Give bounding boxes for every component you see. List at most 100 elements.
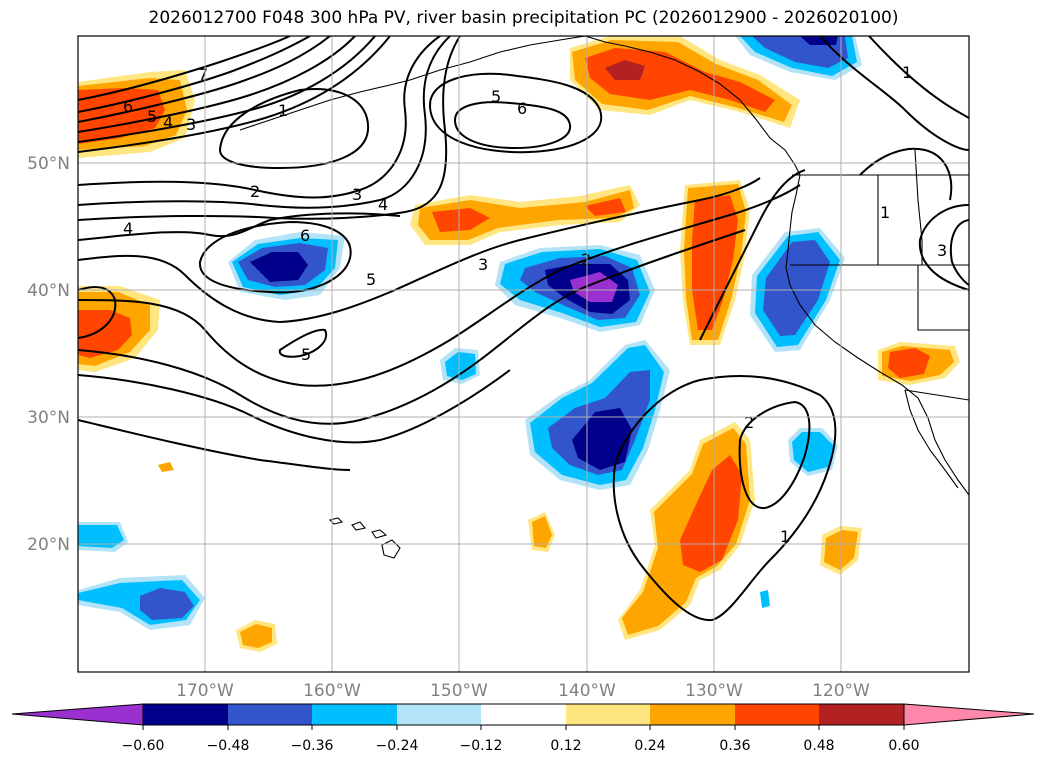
lat-label-30: 30°N	[27, 408, 70, 428]
shade-sc-redorange	[888, 348, 930, 378]
pv-contour-loop	[612, 375, 837, 622]
lat-label-50: 50°N	[27, 154, 70, 174]
contour-label-1b: 1	[902, 63, 912, 82]
shade-band-redorange2	[585, 198, 626, 216]
pv-contour-e5	[859, 147, 953, 201]
contour-label-3c: 3	[478, 255, 488, 274]
pv-contour-w1	[78, 286, 117, 339]
pv-contour-m4	[78, 212, 401, 241]
contour-label-6a: 6	[123, 97, 133, 116]
colorbar-extend-high	[903, 703, 1035, 726]
contour-label-6b: 6	[517, 99, 527, 118]
colorbar-seg-6	[566, 704, 650, 725]
colorbar-tick-label-6: 0.24	[634, 738, 665, 754]
shade-ga-darkred	[605, 60, 645, 80]
coast-baja	[904, 389, 959, 489]
longitude-labels: 170°W 160°W 150°W 140°W 130°W 120°W	[176, 681, 870, 701]
border-mexico	[904, 389, 969, 401]
pv-contour-e4	[950, 219, 969, 286]
colorbar-outline	[142, 703, 905, 726]
shade-band-redorange1	[432, 208, 490, 232]
contour-label-2b: 2	[581, 250, 591, 269]
contour-label-1a: 1	[278, 101, 288, 120]
pv-contour-e3	[918, 204, 969, 291]
map-frame	[77, 35, 970, 673]
colorbar-ticks	[142, 725, 905, 730]
contour-label-layer: 7 6 5 4 3 1 5 6 2 3 4 6 4 5 5 3 2 1 1 3 …	[123, 63, 947, 546]
pv-contour-nw-5	[78, 36, 376, 143]
shade-s-redorange	[680, 455, 742, 572]
contour-label-5a: 5	[147, 107, 157, 126]
contour-label-4b: 4	[378, 195, 388, 214]
lon-label-130w: 130°W	[685, 681, 743, 701]
pv-contour-nw-3	[78, 36, 331, 123]
coast-hawaii-1	[328, 517, 344, 525]
contour-label-2a: 2	[250, 182, 260, 201]
shade-c4-sky	[445, 352, 476, 380]
pv-contour-loop2	[738, 400, 811, 510]
colorbar-seg-5	[481, 704, 566, 725]
shade-sp4-orange	[158, 462, 174, 472]
pv-contour-e1	[819, 36, 969, 151]
shade-c7-blue	[140, 588, 194, 620]
coast-bc	[785, 174, 969, 496]
pv-contour-high-2	[453, 101, 572, 150]
colorbar-seg-8	[735, 704, 819, 725]
contour-label-3d: 3	[937, 241, 947, 260]
lat-label-20: 20°N	[27, 535, 70, 555]
colorbar-seg-9	[819, 704, 904, 725]
map-title: 2026012700 F048 300 hPa PV, river basin …	[148, 8, 899, 28]
pv-contour-nw-2	[78, 36, 311, 113]
pv-contour-nw-6	[78, 36, 391, 153]
pv-contour-diag	[699, 169, 806, 341]
pv-contour-s4	[78, 369, 511, 444]
contour-label-5c: 5	[366, 270, 376, 289]
shade-w2-redorange	[692, 195, 738, 330]
pv-contour-high-1	[428, 72, 603, 154]
border-states-3	[917, 265, 969, 331]
colorbar-tick-label-0: −0.60	[122, 738, 165, 754]
colorbar-tick-label-1: −0.48	[207, 738, 250, 754]
contour-label-2c: 2	[744, 413, 754, 432]
shade-sp3-orange	[240, 624, 272, 648]
contour-label-4a: 4	[163, 113, 173, 132]
lon-label-170w: 170°W	[176, 681, 234, 701]
colorbar-extend-low	[11, 703, 144, 726]
contour-label-3b: 3	[352, 185, 362, 204]
colorbar-tick-label-4: −0.12	[460, 738, 503, 754]
pv-contour-m1	[78, 36, 441, 199]
pv-contour-south-tail	[78, 419, 351, 471]
contour-label-4c: 4	[123, 219, 133, 238]
colorbar-tick-label-2: −0.36	[291, 738, 334, 754]
contour-label-5b: 5	[491, 87, 501, 106]
coast-hawaii-2	[351, 521, 367, 531]
contour-label-3a: 3	[186, 115, 196, 134]
pv-contour-nw-1	[78, 36, 291, 101]
pv-contour-small5	[278, 328, 328, 358]
lon-label-140w: 140°W	[558, 681, 616, 701]
coast-alaska-gulf	[584, 36, 801, 176]
shade-ne-navy	[800, 36, 838, 45]
contour-label-1c: 1	[880, 203, 890, 222]
colorbar-seg-2	[228, 704, 312, 725]
shade-sp1-orange	[532, 516, 552, 548]
lat-label-40: 40°N	[27, 281, 70, 301]
colorbar-tick-label-3: −0.24	[376, 738, 419, 754]
shade-c5-blue	[763, 240, 830, 336]
lon-label-150w: 150°W	[430, 681, 488, 701]
shade-nw-redorange	[78, 88, 165, 144]
map-frame-bg	[78, 36, 969, 672]
colorbar-seg-1	[143, 704, 228, 725]
contour-label-1d: 1	[780, 527, 790, 546]
colorbar-tick-label-7: 0.36	[719, 738, 750, 754]
latitude-labels: 50°N 40°N 30°N 20°N	[27, 154, 70, 555]
shade-w-redorange	[78, 310, 132, 358]
pv-contour-low-1	[218, 88, 370, 170]
contour-label-6c: 6	[300, 226, 310, 245]
coast-aleutians	[239, 36, 586, 131]
pv-contour-nw-4	[78, 36, 356, 133]
lon-label-160w: 160°W	[303, 681, 361, 701]
lon-label-120w: 120°W	[812, 681, 870, 701]
pv-contour-s3	[78, 229, 746, 425]
